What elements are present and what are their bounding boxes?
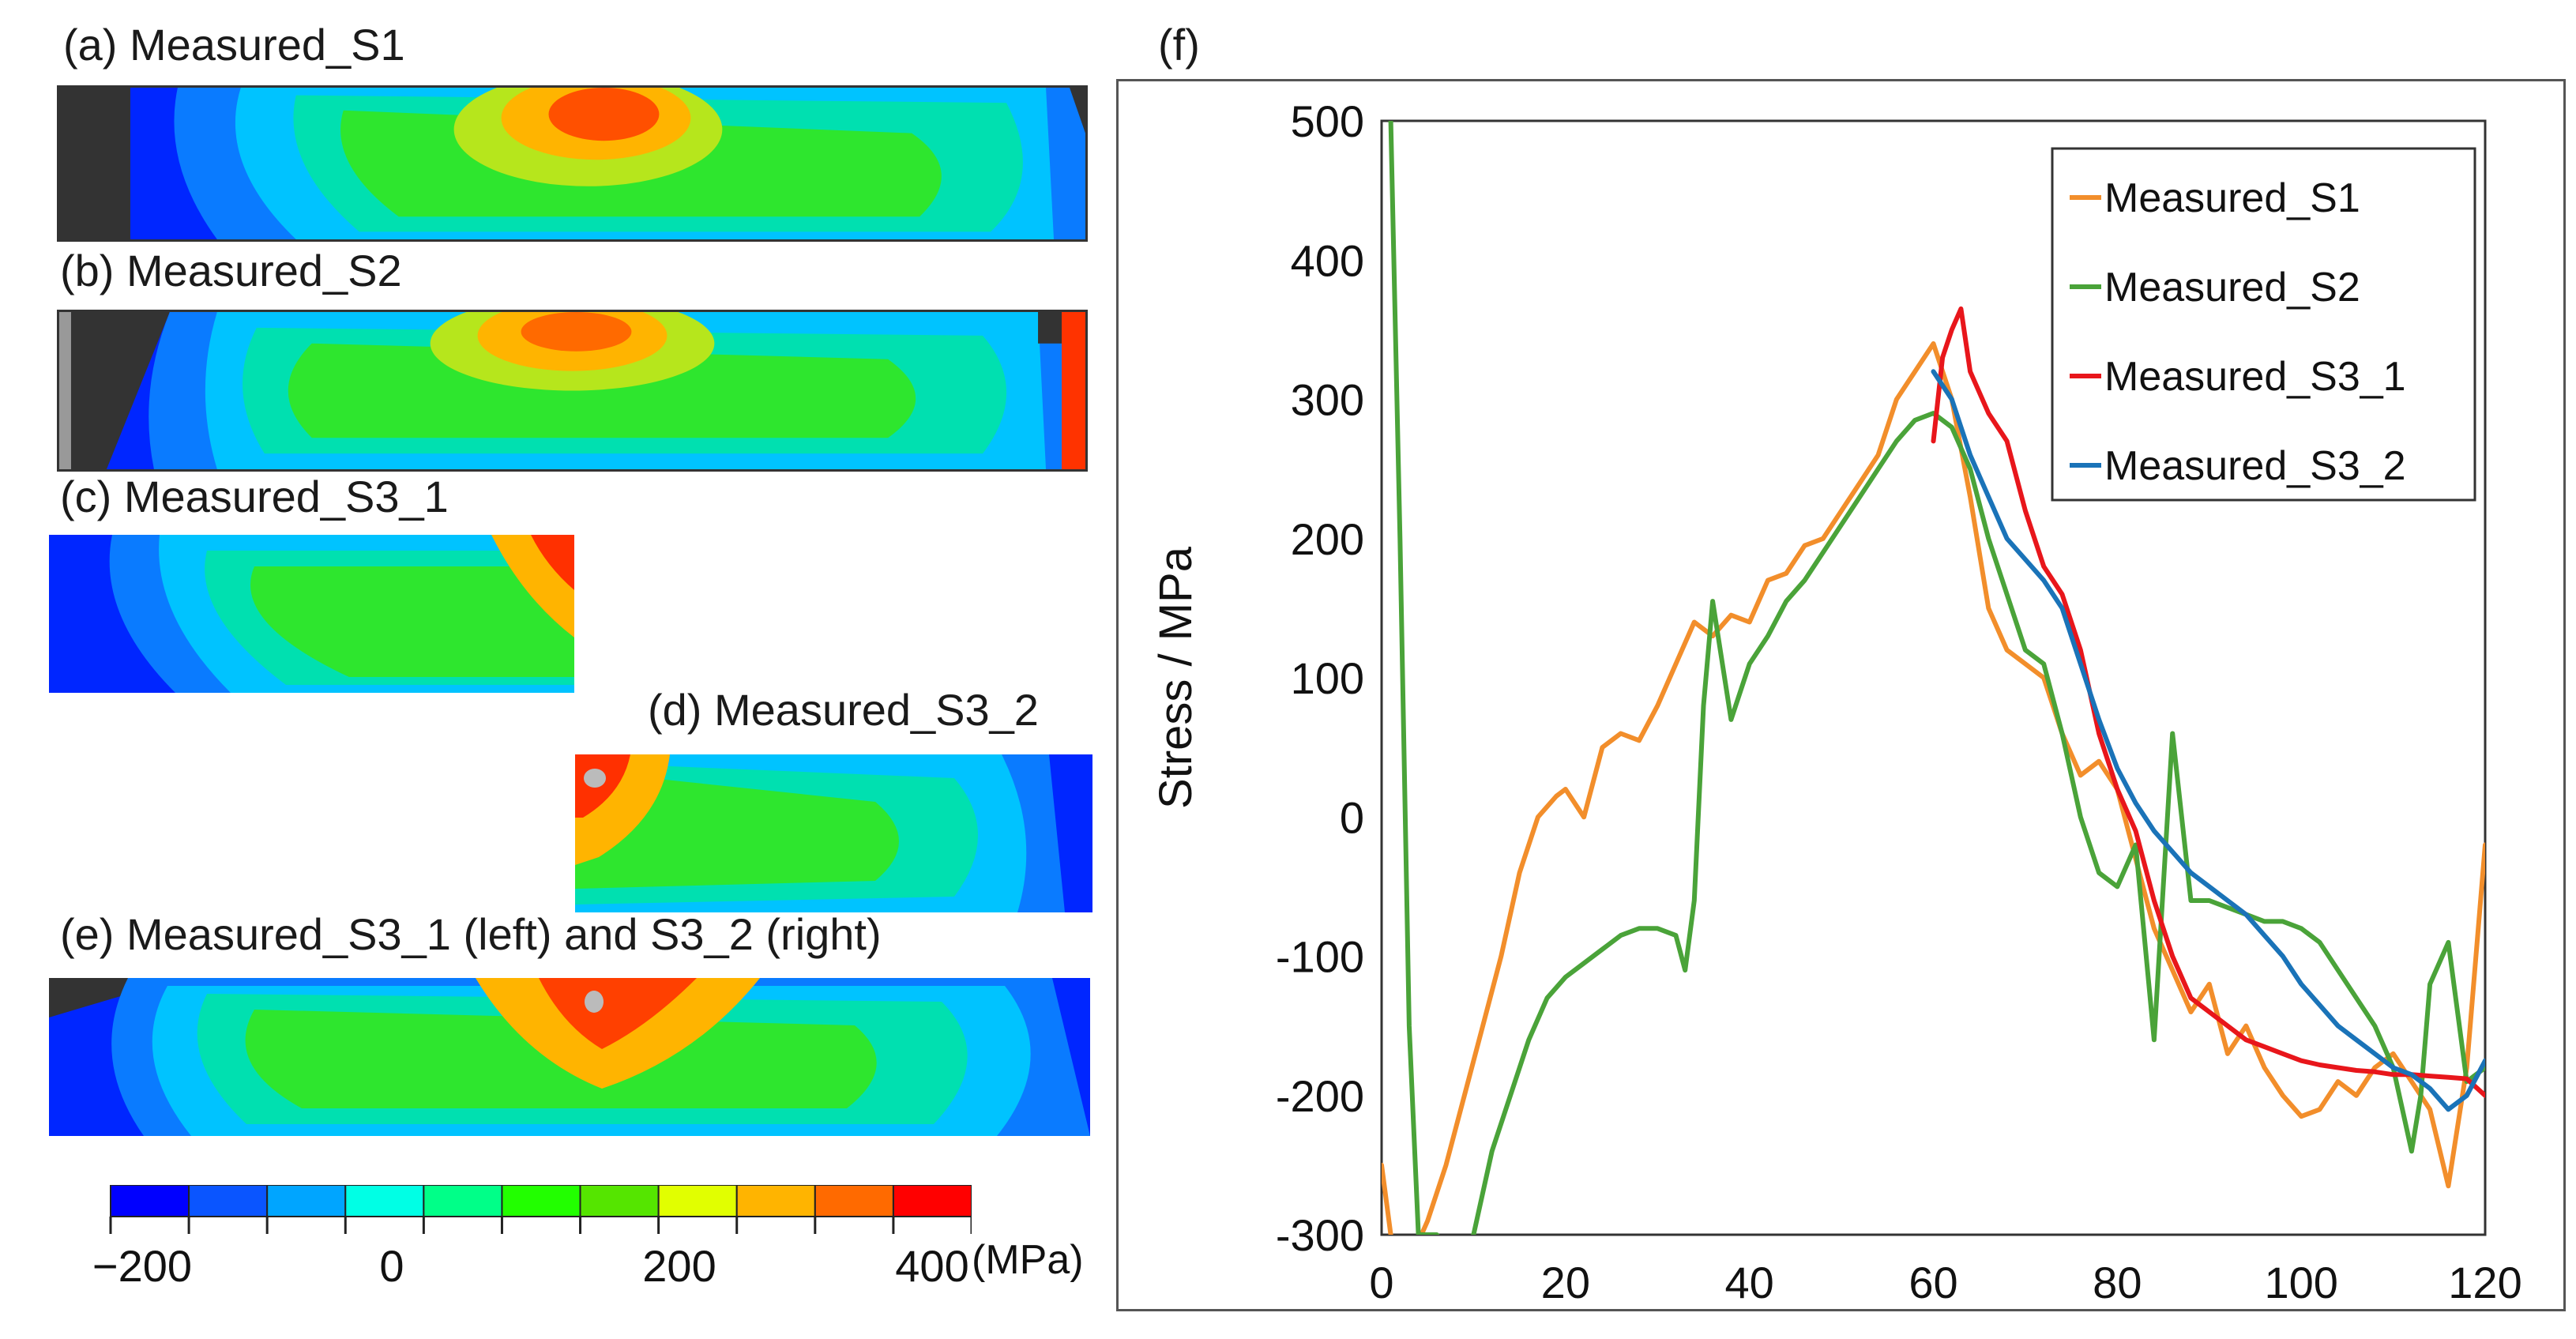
colorbar-swatch xyxy=(344,1184,425,1217)
panel-label-d: (d) Measured_S3_2 xyxy=(648,685,1039,735)
colorbar-swatch xyxy=(110,1184,190,1217)
panel-label-e: (e) Measured_S3_1 (left) and S3_2 (right… xyxy=(60,909,882,959)
colorbar-tick-label: −200 xyxy=(92,1241,193,1291)
series-line-measured-s3-2 xyxy=(1931,369,2485,1112)
contour-map-s3-2 xyxy=(575,754,1092,912)
y-tick-label: 200 xyxy=(1291,514,1364,564)
x-tick-label: 40 xyxy=(1725,1258,1774,1307)
colorbar-swatch xyxy=(188,1184,269,1217)
contour-map-s3-combined xyxy=(49,978,1090,1136)
panel-label-b: (b) Measured_S2 xyxy=(60,246,402,295)
series-line-measured-s1 xyxy=(1382,341,2485,1235)
colorbar-swatch xyxy=(735,1184,816,1217)
y-tick-label: -100 xyxy=(1276,932,1364,982)
colorbar-swatch xyxy=(814,1184,894,1217)
y-tick-label: 400 xyxy=(1291,235,1364,285)
x-tick-label: 100 xyxy=(2264,1258,2337,1307)
x-tick-label: 0 xyxy=(1369,1258,1393,1307)
legend-label: Measured_S1 xyxy=(2104,175,2360,221)
contour-map-s1 xyxy=(57,85,1088,242)
colorbar-swatches xyxy=(109,1184,973,1234)
colorbar-swatch xyxy=(657,1184,738,1217)
legend-label: Measured_S2 xyxy=(2104,265,2360,310)
colorbar-swatch xyxy=(501,1184,581,1217)
colorbar-tick-label: 400 xyxy=(895,1241,969,1291)
legend-label: Measured_S3_2 xyxy=(2104,443,2406,489)
y-tick-label: 100 xyxy=(1291,653,1364,703)
contour-map-s2 xyxy=(57,310,1088,472)
x-tick-label: 60 xyxy=(1908,1258,1957,1307)
y-axis-label: Stress / MPa xyxy=(1150,546,1202,809)
x-axis-label: Distance / mm xyxy=(1787,1308,2080,1311)
legend-label: Measured_S3_1 xyxy=(2104,354,2406,400)
colorbar: −200 0 200 400 xyxy=(92,1184,973,1291)
x-tick-label: 80 xyxy=(2093,1258,2142,1307)
panel-label-f: (f) xyxy=(1158,20,1200,70)
chart-frame xyxy=(1116,79,2566,1311)
colorbar-swatch xyxy=(579,1184,660,1217)
colorbar-swatch xyxy=(892,1184,973,1217)
stress-distance-chart: -300 -200 -100 0 100 200 300 400 500 0 20 40 60 80 100… xyxy=(1150,96,2522,1311)
y-tick-label: 500 xyxy=(1291,96,1364,146)
panel-label-c: (c) Measured_S3_1 xyxy=(60,472,449,521)
y-tick-label: 0 xyxy=(1340,792,1364,842)
legend-box xyxy=(2051,147,2476,502)
x-tick-label: 20 xyxy=(1541,1258,1590,1307)
colorbar-tick-label: 0 xyxy=(379,1241,404,1291)
plot-area xyxy=(1380,119,2487,1236)
y-tick-label: 300 xyxy=(1291,375,1364,425)
x-tick-label: 120 xyxy=(2448,1258,2521,1307)
y-tick-label: -300 xyxy=(1276,1210,1364,1260)
y-tick-label: -200 xyxy=(1276,1071,1364,1121)
panel-label-a: (a) Measured_S1 xyxy=(63,20,405,70)
colorbar-swatch xyxy=(266,1184,347,1217)
colorbar-swatch xyxy=(423,1184,503,1217)
colorbar-unit-label: (MPa) xyxy=(972,1237,1084,1283)
contour-map-s3-1 xyxy=(49,535,574,693)
colorbar-tick-label: 200 xyxy=(642,1241,716,1291)
series-line-measured-s2 xyxy=(1388,121,2485,1235)
series-line-measured-s3-1 xyxy=(1931,306,2485,1098)
